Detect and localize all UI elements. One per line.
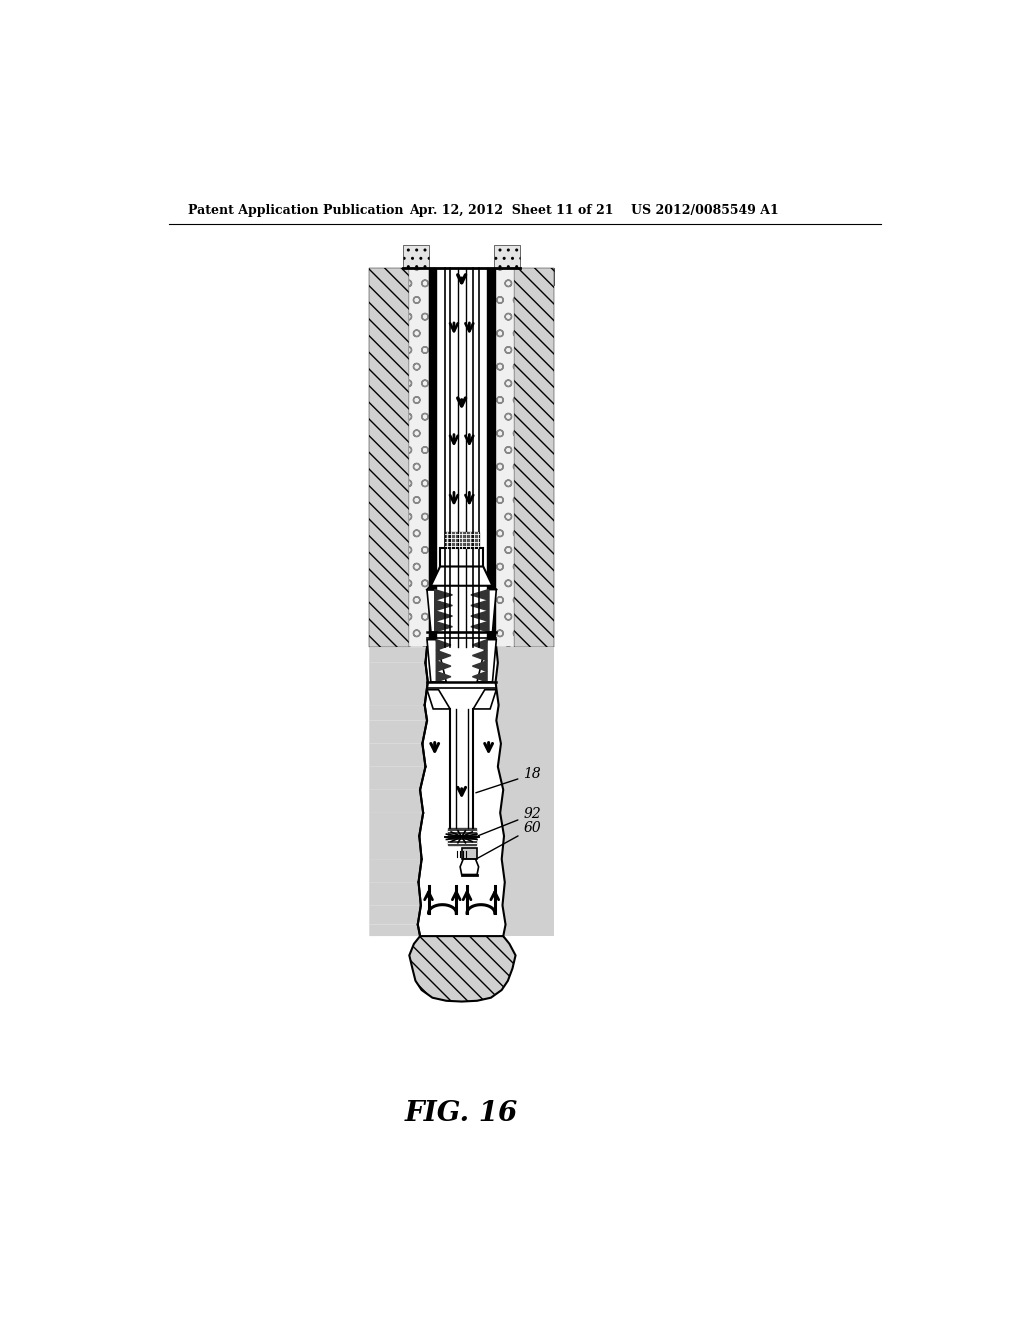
Polygon shape: [436, 640, 451, 651]
Polygon shape: [497, 705, 554, 721]
Polygon shape: [370, 882, 421, 906]
Polygon shape: [472, 651, 487, 661]
Text: US 2012/0085549 A1: US 2012/0085549 A1: [631, 205, 779, 218]
Polygon shape: [370, 721, 427, 743]
Polygon shape: [477, 640, 497, 682]
Polygon shape: [472, 661, 487, 672]
Polygon shape: [447, 829, 475, 845]
Polygon shape: [500, 813, 554, 836]
Polygon shape: [370, 268, 429, 285]
Polygon shape: [497, 721, 554, 743]
Polygon shape: [471, 611, 488, 622]
Polygon shape: [503, 882, 554, 906]
Polygon shape: [370, 836, 422, 859]
Polygon shape: [503, 924, 554, 936]
Text: 92: 92: [478, 808, 541, 836]
Polygon shape: [473, 689, 497, 709]
Polygon shape: [471, 601, 488, 611]
Polygon shape: [370, 268, 410, 647]
Polygon shape: [495, 268, 514, 647]
Polygon shape: [502, 859, 554, 882]
Polygon shape: [435, 590, 453, 601]
Polygon shape: [370, 663, 428, 682]
Text: Patent Application Publication: Patent Application Publication: [188, 205, 403, 218]
Text: 18: 18: [476, 767, 541, 793]
Polygon shape: [472, 640, 487, 651]
Polygon shape: [370, 906, 421, 924]
Polygon shape: [427, 590, 435, 632]
Polygon shape: [498, 767, 554, 789]
Text: Apr. 12, 2012  Sheet 11 of 21: Apr. 12, 2012 Sheet 11 of 21: [410, 205, 613, 218]
Polygon shape: [370, 743, 425, 767]
Polygon shape: [427, 689, 451, 709]
Polygon shape: [471, 622, 488, 632]
Polygon shape: [460, 859, 478, 874]
Polygon shape: [497, 647, 554, 663]
Text: 60: 60: [475, 821, 541, 859]
Polygon shape: [487, 268, 495, 647]
Polygon shape: [410, 268, 429, 647]
Polygon shape: [370, 789, 423, 813]
Polygon shape: [496, 663, 554, 682]
Polygon shape: [370, 859, 422, 882]
Polygon shape: [370, 924, 420, 936]
Polygon shape: [431, 566, 493, 586]
Polygon shape: [435, 622, 453, 632]
Polygon shape: [403, 244, 429, 268]
Polygon shape: [370, 813, 423, 836]
Polygon shape: [514, 268, 554, 647]
Polygon shape: [429, 268, 436, 647]
Polygon shape: [370, 705, 427, 721]
Polygon shape: [462, 847, 477, 859]
Polygon shape: [436, 661, 451, 672]
Polygon shape: [496, 682, 554, 705]
Polygon shape: [410, 936, 515, 1002]
Polygon shape: [472, 672, 487, 682]
Polygon shape: [495, 268, 554, 285]
Polygon shape: [502, 836, 554, 859]
Polygon shape: [503, 906, 554, 924]
Polygon shape: [494, 244, 520, 268]
Polygon shape: [370, 767, 425, 789]
Polygon shape: [444, 532, 478, 548]
Polygon shape: [500, 789, 554, 813]
Polygon shape: [471, 590, 488, 601]
Polygon shape: [440, 548, 483, 566]
Polygon shape: [436, 651, 451, 661]
Polygon shape: [436, 672, 451, 682]
Polygon shape: [370, 647, 427, 663]
Polygon shape: [370, 682, 428, 705]
Polygon shape: [435, 611, 453, 622]
Polygon shape: [488, 590, 497, 632]
Polygon shape: [498, 743, 554, 767]
Polygon shape: [427, 640, 446, 682]
Text: FIG. 16: FIG. 16: [406, 1100, 518, 1127]
Polygon shape: [435, 601, 453, 611]
